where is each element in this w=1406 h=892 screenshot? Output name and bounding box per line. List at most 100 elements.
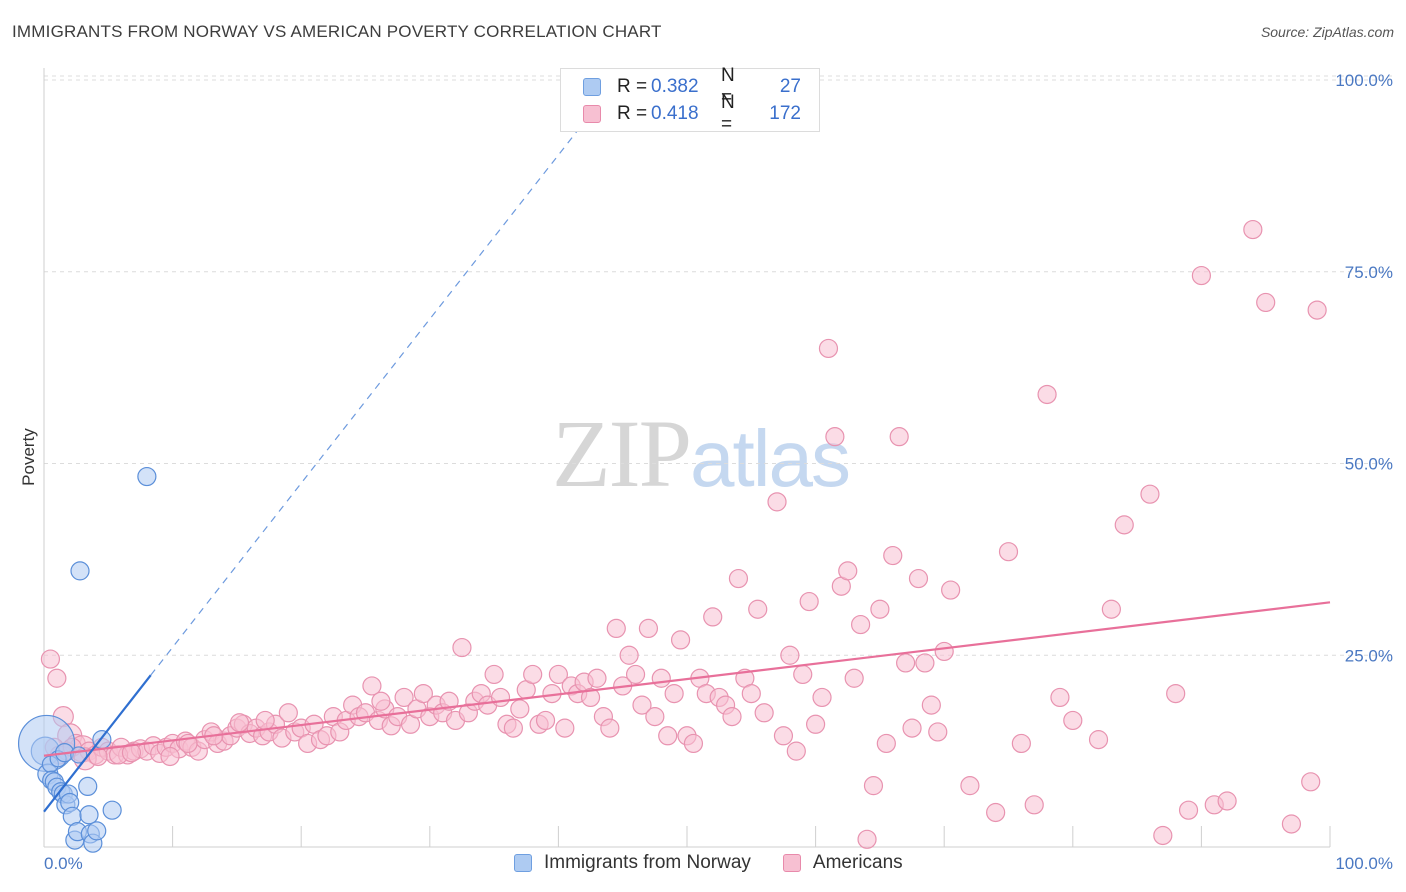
americans-point xyxy=(394,687,414,708)
americans-point xyxy=(741,683,761,704)
y-tick-label: 50.0% xyxy=(1345,455,1393,474)
americans-point xyxy=(1011,733,1031,754)
americans-point xyxy=(619,645,639,665)
n-value: 27 xyxy=(779,76,801,97)
americans-point xyxy=(1166,683,1186,704)
americans-point xyxy=(1281,814,1302,834)
americans-point xyxy=(818,338,839,359)
americans-point xyxy=(1217,791,1237,811)
americans-point xyxy=(1024,795,1044,815)
legend-row-americans: R = 0.418 N = 172 xyxy=(583,92,801,135)
americans-point xyxy=(40,649,61,669)
r-label: R = xyxy=(617,103,648,124)
americans-point xyxy=(555,718,575,738)
americans-point xyxy=(748,599,768,619)
americans-point xyxy=(767,492,787,512)
r-value: 0.382 xyxy=(651,76,699,97)
americans-point xyxy=(278,703,298,723)
americans-point xyxy=(941,580,961,600)
legend-item-americans[interactable]: Americans xyxy=(782,852,903,874)
legend-label-americans: Americans xyxy=(812,852,903,873)
americans-point xyxy=(1301,772,1321,792)
norway-point xyxy=(87,821,107,841)
americans-point xyxy=(805,714,826,734)
series-legend: Immigrants from Norway Americans xyxy=(514,852,935,874)
americans-point xyxy=(121,743,142,763)
americans-point xyxy=(928,722,948,742)
americans-point xyxy=(1037,384,1057,405)
americans-point xyxy=(510,699,530,719)
americans-point xyxy=(986,802,1006,823)
americans-point xyxy=(452,637,472,658)
y-tick-label: 25.0% xyxy=(1345,646,1393,665)
americans-point xyxy=(1140,484,1160,504)
watermark-atlas: atlas xyxy=(690,414,851,503)
americans-point xyxy=(587,668,607,688)
americans-point xyxy=(728,568,749,589)
americans-point xyxy=(658,726,678,746)
r-label: R = xyxy=(617,76,648,97)
americans-point xyxy=(670,630,691,650)
legend-row-norway: R = 0.382 N = 27 xyxy=(583,65,801,108)
americans-point xyxy=(876,733,896,754)
americans-point xyxy=(1101,599,1121,619)
americans-point xyxy=(998,542,1019,562)
americans-point xyxy=(754,703,774,723)
americans-point xyxy=(915,653,935,673)
americans-point xyxy=(413,683,433,704)
americans-point xyxy=(1243,219,1263,240)
americans-point xyxy=(793,664,813,685)
americans-point xyxy=(780,645,800,665)
americans-point xyxy=(548,664,569,685)
americans-point xyxy=(773,726,794,746)
norway-point xyxy=(79,805,99,825)
americans-point xyxy=(1153,825,1173,846)
americans-point xyxy=(1191,265,1212,286)
americans-point xyxy=(960,776,980,796)
watermark-zip: ZIP xyxy=(552,400,692,507)
zipatlas-watermark: ZIPatlas xyxy=(552,398,851,509)
americans-point xyxy=(844,668,864,688)
norway-point xyxy=(78,776,98,797)
americans-point xyxy=(883,545,903,566)
americans-point xyxy=(625,664,646,685)
source-label: Source: ZipAtlas.com xyxy=(1260,24,1394,40)
americans-point xyxy=(889,427,909,447)
americans-point xyxy=(255,710,275,731)
n-value: 172 xyxy=(769,103,801,124)
americans-point xyxy=(799,591,819,612)
correlation-legend: R = 0.382 N = 27 R = 0.418 N = 172 xyxy=(560,65,820,135)
norway-point xyxy=(102,800,122,820)
legend-label-norway: Immigrants from Norway xyxy=(544,852,751,873)
norway-point xyxy=(70,561,90,581)
americans-point xyxy=(600,718,620,738)
americans-point xyxy=(703,607,723,627)
americans-point xyxy=(47,668,67,688)
americans-point xyxy=(857,829,877,849)
americans-point xyxy=(908,568,929,589)
americans-point xyxy=(503,718,523,738)
americans-point xyxy=(1050,687,1070,708)
legend-swatch-americans xyxy=(583,105,601,123)
norway-point xyxy=(137,466,157,487)
norway-trendline xyxy=(43,674,152,813)
y-axis-title: Poverty xyxy=(19,428,38,486)
americans-point xyxy=(490,687,511,708)
americans-point xyxy=(812,687,832,708)
americans-point xyxy=(229,713,250,733)
americans-point xyxy=(632,695,652,715)
americans-point xyxy=(921,695,941,715)
americans-point xyxy=(863,776,884,796)
americans-point xyxy=(896,653,916,673)
americans-point xyxy=(651,668,671,688)
americans-point xyxy=(1178,800,1199,820)
americans-point xyxy=(606,618,626,639)
americans-point xyxy=(523,664,543,685)
americans-point xyxy=(160,746,180,767)
legend-item-norway[interactable]: Immigrants from Norway xyxy=(514,852,751,874)
y-tick-label: 75.0% xyxy=(1345,263,1393,282)
legend-swatch-americans xyxy=(782,854,801,872)
n-label: N = xyxy=(721,92,735,135)
americans-point xyxy=(1088,730,1109,750)
